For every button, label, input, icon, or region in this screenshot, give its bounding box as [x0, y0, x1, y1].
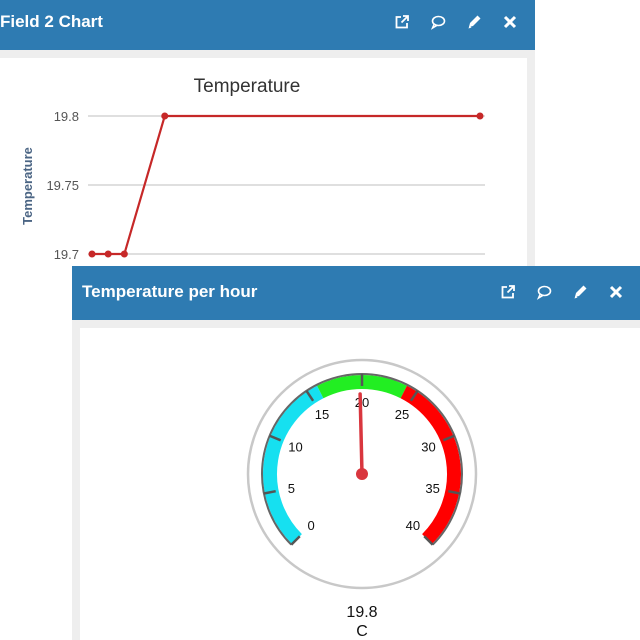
panel-title: Field 2 Chart	[0, 12, 103, 31]
panel-title: Temperature per hour	[82, 282, 258, 301]
temperature-line-chart: Temperature Temperature 19.7 19.75 19.8	[20, 76, 485, 262]
temperature-per-hour-header: Temperature per hour	[72, 266, 640, 320]
gauge-band-high	[400, 385, 461, 544]
gauge-tick	[290, 535, 301, 546]
y-tick-label: 19.75	[46, 178, 79, 193]
gauge-tick-label: 15	[315, 407, 329, 422]
data-point[interactable]	[88, 250, 96, 258]
gauge-tick	[305, 390, 315, 402]
comment-icon[interactable]	[534, 282, 554, 302]
pencil-icon[interactable]	[570, 282, 590, 302]
gauge-tick-label: 40	[406, 518, 420, 533]
gauge-tick	[409, 390, 419, 402]
gauge-tick-label: 5	[288, 481, 295, 496]
gauge-needle	[358, 392, 364, 476]
external-link-icon[interactable]	[498, 282, 518, 302]
comment-icon[interactable]	[428, 12, 448, 32]
gauge-tick-label: 30	[421, 439, 435, 454]
data-point[interactable]	[120, 250, 128, 258]
gauge-tick	[448, 489, 461, 495]
y-axis-label: Temperature	[20, 147, 35, 225]
data-point[interactable]	[161, 112, 169, 120]
temperature-per-hour-panel: Temperature per hour 0510152025303540	[72, 266, 640, 640]
gauge-tick	[263, 489, 276, 495]
gauge-band-low	[263, 385, 324, 544]
gauge-tick-label: 25	[395, 407, 409, 422]
chart-title: Temperature	[194, 76, 301, 97]
gauge-tick	[442, 434, 455, 442]
gauge-tick	[423, 535, 434, 546]
close-icon[interactable]	[606, 282, 626, 302]
y-tick-label: 19.8	[54, 109, 79, 124]
external-link-icon[interactable]	[392, 12, 412, 32]
pencil-icon[interactable]	[464, 12, 484, 32]
gauge-value: 19.8	[346, 604, 377, 621]
data-point[interactable]	[104, 250, 112, 258]
gauge-tick-label: 35	[425, 481, 439, 496]
close-icon[interactable]	[500, 12, 520, 32]
temperature-gauge: 0510152025303540 19.8 C	[246, 358, 478, 640]
gauge-needle-hub	[356, 468, 368, 480]
temperature-per-hour-body: 0510152025303540 19.8 C	[80, 328, 640, 640]
gauge-tick-label: 10	[288, 439, 302, 454]
data-point[interactable]	[476, 112, 484, 120]
gauge-tick-label: 0	[307, 518, 314, 533]
gauge-tick	[269, 434, 282, 442]
field-2-chart-header: Field 2 Chart	[0, 0, 535, 50]
y-tick-label: 19.7	[54, 247, 79, 262]
gauge-unit: C	[356, 623, 368, 640]
